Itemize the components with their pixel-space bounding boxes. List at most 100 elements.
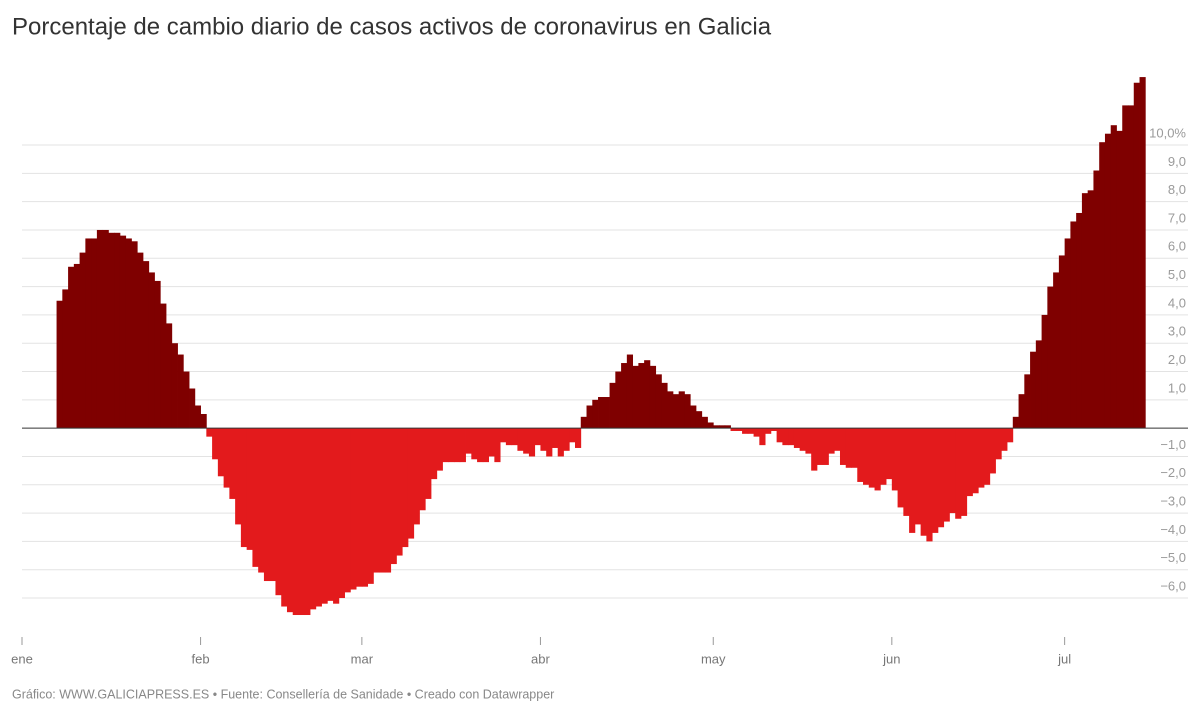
y-tick-label: 6,0	[1168, 239, 1186, 254]
bar	[719, 425, 726, 429]
bar	[1087, 190, 1094, 429]
bar	[223, 428, 230, 488]
y-tick-label: −2,0	[1160, 465, 1186, 480]
bar	[765, 428, 772, 434]
x-tick-label: abr	[531, 651, 550, 666]
bar	[1099, 142, 1106, 429]
x-tick-label: feb	[192, 651, 210, 666]
bar	[592, 399, 599, 429]
bar	[534, 428, 541, 446]
bar	[373, 428, 380, 573]
bar	[914, 428, 922, 525]
x-tick-label: jul	[1057, 651, 1071, 666]
bar	[563, 428, 570, 451]
bar	[1035, 340, 1042, 429]
bar	[511, 428, 518, 446]
bar	[263, 428, 271, 582]
bar	[494, 428, 501, 463]
bar	[419, 428, 426, 511]
bar	[407, 428, 415, 539]
bar	[275, 428, 282, 596]
bar	[955, 428, 962, 519]
bar	[598, 397, 605, 429]
bar	[580, 416, 587, 429]
bar	[667, 391, 674, 429]
bar	[442, 428, 449, 463]
bar	[356, 428, 363, 587]
bar	[851, 428, 858, 468]
y-tick-label: 9,0	[1168, 154, 1186, 169]
bar	[390, 428, 397, 565]
bar	[724, 425, 731, 429]
bar	[459, 428, 466, 463]
bar	[1128, 105, 1135, 429]
bar	[684, 394, 691, 429]
bar	[528, 428, 536, 457]
bar	[1064, 238, 1071, 429]
bar	[672, 394, 680, 429]
bar	[932, 428, 939, 533]
bar	[367, 428, 374, 584]
bar	[978, 428, 985, 488]
bar	[880, 428, 887, 485]
bar	[333, 428, 340, 604]
bar	[344, 428, 351, 593]
bar	[310, 428, 317, 610]
bar	[759, 428, 766, 446]
bar	[523, 428, 530, 454]
bar	[477, 428, 484, 463]
bar	[212, 428, 219, 460]
bar	[465, 428, 472, 454]
bar	[517, 428, 524, 451]
y-tick-label: 10,0%	[1149, 125, 1186, 140]
bar	[436, 428, 443, 471]
bar	[655, 374, 662, 429]
bar	[402, 428, 409, 548]
bar	[85, 238, 92, 429]
y-tick-label: −3,0	[1160, 494, 1186, 509]
bar	[909, 428, 916, 533]
bar	[183, 371, 190, 429]
bar	[615, 371, 622, 429]
bar	[413, 428, 420, 525]
bar	[1116, 130, 1123, 429]
bar	[621, 363, 628, 429]
bar	[799, 428, 806, 451]
bar	[863, 428, 870, 485]
bar	[713, 425, 720, 429]
bar	[966, 428, 973, 497]
bar	[68, 266, 75, 429]
bar	[753, 428, 760, 437]
bar	[252, 428, 259, 567]
x-tick-label: mar	[351, 651, 374, 666]
bar	[742, 428, 749, 434]
y-tick-label: 4,0	[1168, 295, 1186, 310]
bar	[298, 428, 305, 616]
bar	[1081, 193, 1089, 429]
bar	[632, 365, 639, 429]
bar	[701, 416, 708, 429]
bar	[1104, 133, 1112, 429]
bar	[177, 354, 184, 429]
y-tick-label: −6,0	[1160, 578, 1186, 593]
bar	[575, 428, 582, 448]
bar	[56, 300, 63, 429]
bar	[430, 428, 438, 480]
bar	[396, 428, 403, 556]
y-tick-label: 3,0	[1168, 324, 1186, 339]
bar	[361, 428, 369, 587]
bar	[695, 411, 703, 429]
bar	[816, 428, 824, 465]
bar	[73, 263, 81, 429]
bar	[845, 428, 852, 468]
bar	[321, 428, 328, 604]
bar	[736, 428, 743, 431]
bar	[793, 428, 801, 448]
bar	[546, 428, 553, 457]
bar	[96, 229, 104, 429]
bar	[500, 428, 507, 443]
y-tick-label: −1,0	[1160, 437, 1186, 452]
bar	[281, 428, 288, 607]
bar	[91, 238, 98, 429]
bar	[1058, 255, 1066, 429]
